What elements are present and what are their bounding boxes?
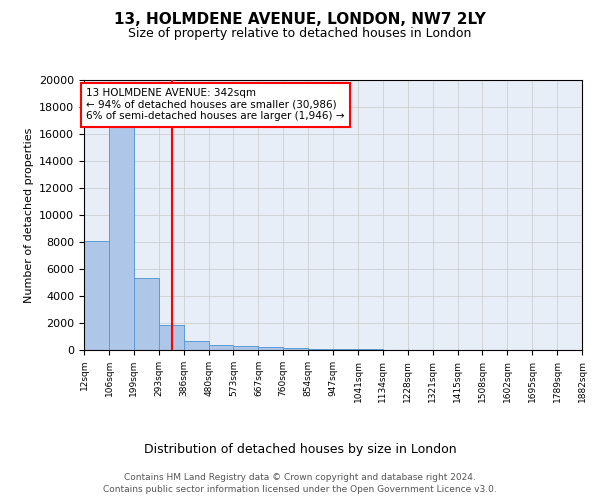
Bar <box>109 127 134 350</box>
Text: Size of property relative to detached houses in London: Size of property relative to detached ho… <box>128 28 472 40</box>
Bar <box>259 347 283 350</box>
Bar <box>84 240 109 350</box>
Bar <box>134 278 159 350</box>
Bar <box>308 349 333 350</box>
Bar <box>184 340 209 350</box>
Bar <box>159 325 184 350</box>
Text: Contains HM Land Registry data © Crown copyright and database right 2024.: Contains HM Land Registry data © Crown c… <box>124 472 476 482</box>
Bar <box>283 348 308 350</box>
Bar <box>233 346 259 350</box>
Text: Contains public sector information licensed under the Open Government Licence v3: Contains public sector information licen… <box>103 485 497 494</box>
Text: 13, HOLMDENE AVENUE, LONDON, NW7 2LY: 13, HOLMDENE AVENUE, LONDON, NW7 2LY <box>114 12 486 28</box>
Bar <box>333 349 358 350</box>
Text: Distribution of detached houses by size in London: Distribution of detached houses by size … <box>143 442 457 456</box>
Bar <box>209 345 233 350</box>
Y-axis label: Number of detached properties: Number of detached properties <box>23 128 34 302</box>
Text: 13 HOLMDENE AVENUE: 342sqm
← 94% of detached houses are smaller (30,986)
6% of s: 13 HOLMDENE AVENUE: 342sqm ← 94% of deta… <box>86 88 344 122</box>
